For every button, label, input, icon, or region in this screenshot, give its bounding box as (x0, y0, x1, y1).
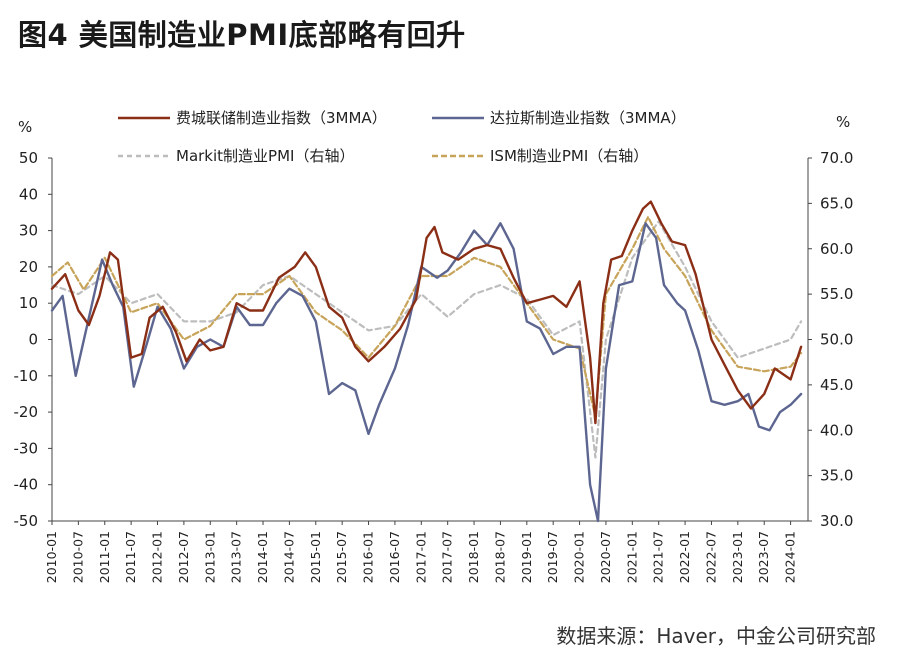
series-line-3 (50, 220, 803, 459)
series-line-1 (50, 200, 803, 425)
left-tick-label: 0 (28, 331, 38, 349)
x-tick-label: 2023-07 (756, 531, 771, 583)
right-tick-label: 50.0 (820, 331, 853, 349)
x-tick-label: 2020-07 (598, 531, 613, 583)
x-tick-label: 2012-07 (176, 531, 191, 583)
left-tick-label: -30 (14, 439, 39, 457)
x-tick-label: 2016-01 (361, 531, 376, 583)
x-tick-label: 2024-01 (783, 531, 798, 583)
left-tick-label: -20 (14, 403, 39, 421)
x-tick-label: 2022-07 (703, 531, 718, 583)
legend-label-3: Markit制造业PMI（右轴） (176, 147, 354, 165)
right-tick-label: 45.0 (820, 376, 853, 394)
left-tick-label: 20 (19, 258, 38, 276)
right-tick-label: 30.0 (820, 512, 853, 530)
right-tick-label: 65.0 (820, 194, 853, 212)
x-tick-label: 2010-01 (44, 531, 59, 583)
x-tick-label: 2017-01 (413, 531, 428, 583)
x-tick-label: 2017-07 (440, 531, 455, 583)
x-tick-label: 2019-01 (519, 531, 534, 583)
source-note: 数据来源：Haver，中金公司研究部 (556, 624, 876, 648)
x-tick-label: 2011-01 (97, 531, 112, 583)
legend: 费城联储制造业指数（3MMA） 达拉斯制造业指数（3MMA） Markit制造业PM… (118, 109, 686, 165)
left-tick-label: 10 (19, 294, 38, 312)
right-axis: 70.0 65.0 60.0 55.0 50.0 45.0 40.0 35.0 30.0 (808, 149, 853, 530)
x-tick-label: 2011-07 (123, 531, 138, 583)
right-tick-label: 40.0 (820, 421, 853, 439)
x-tick-label: 2021-01 (624, 531, 639, 583)
x-tick-label: 2015-07 (334, 531, 349, 583)
x-tick-label: 2013-07 (229, 531, 244, 583)
right-tick-label: 60.0 (820, 240, 853, 258)
x-tick-label: 2018-01 (466, 531, 481, 583)
legend-label-1: 费城联储制造业指数（3MMA） (176, 109, 387, 127)
x-tick-label: 2022-01 (677, 531, 692, 583)
series-layer (50, 200, 803, 523)
left-axis-unit: % (18, 118, 32, 136)
x-tick-label: 2019-07 (545, 531, 560, 583)
x-tick-label: 2021-07 (651, 531, 666, 583)
left-tick-label: 50 (19, 149, 38, 167)
x-tick-label: 2013-01 (202, 531, 217, 583)
legend-label-4: ISM制造业PMI（右轴） (490, 147, 648, 165)
left-tick-label: 40 (19, 185, 38, 203)
x-tick-label: 2020-01 (572, 531, 587, 583)
right-tick-label: 35.0 (820, 467, 853, 485)
x-tick-label: 2014-01 (255, 531, 270, 583)
left-tick-label: -50 (14, 512, 39, 530)
x-tick-label: 2010-07 (70, 531, 85, 583)
left-tick-label: -40 (14, 476, 39, 494)
left-axis: 50 40 30 20 10 0 -10 -20 -30 -40 -50 (14, 149, 52, 530)
x-tick-label: 2023-01 (730, 531, 745, 583)
x-axis: 2010-01 2010-07 2011-01 2011-07 2012-01 2012-… (44, 521, 798, 583)
legend-label-2: 达拉斯制造业指数（3MMA） (490, 109, 686, 127)
right-tick-label: 55.0 (820, 285, 853, 303)
left-tick-label: 30 (19, 222, 38, 240)
x-tick-label: 2015-01 (308, 531, 323, 583)
x-tick-label: 2014-07 (281, 531, 296, 583)
x-tick-label: 2012-01 (150, 531, 165, 583)
series-line-2 (50, 222, 803, 523)
chart-title: 图4 美国制造业PMI底部略有回升 (18, 18, 466, 52)
left-tick-label: -10 (14, 367, 39, 385)
x-tick-label: 2016-07 (387, 531, 402, 583)
right-tick-label: 70.0 (820, 149, 853, 167)
x-tick-label: 2018-07 (492, 531, 507, 583)
right-axis-unit: % (836, 113, 850, 131)
